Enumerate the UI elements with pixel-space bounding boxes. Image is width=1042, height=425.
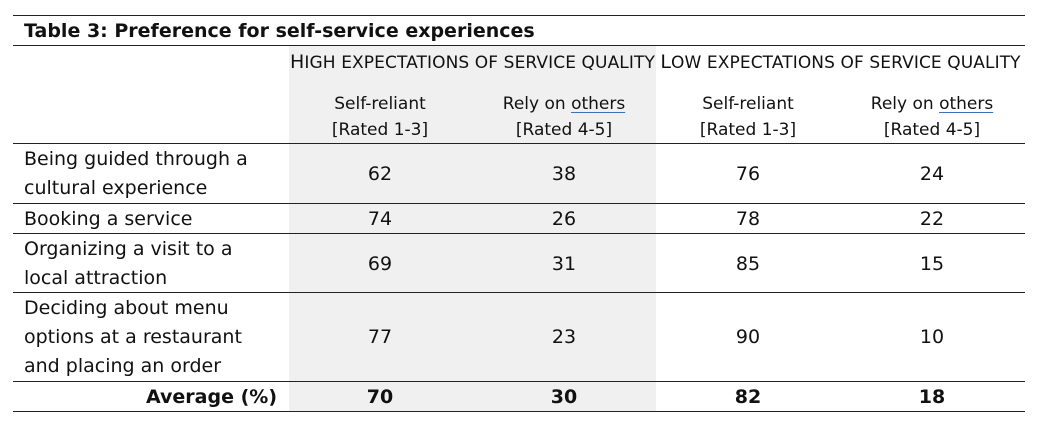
row-2-cell-1: 74	[367, 208, 393, 230]
row-2-cell-3: 78	[735, 208, 761, 230]
row-4-cell-2: 23	[551, 326, 577, 348]
row-1-cell-2: 38	[551, 163, 577, 185]
row-1-cell-1: 62	[367, 163, 393, 185]
subheader-line1: Self-reliant	[334, 94, 426, 114]
rule-row-3	[13, 292, 1025, 293]
rule-row-4	[13, 381, 1025, 382]
table-title: Table 3: Preference for self-service exp…	[24, 20, 535, 42]
group-header-high: HIGH EXPECTATIONS OF SERVICE QUALITY	[289, 48, 656, 78]
subheader-line2: [Rated 1-3]	[331, 120, 429, 140]
rule-row-2	[13, 233, 1025, 234]
rule-bottom	[13, 411, 1025, 412]
group-header-low-initial: L	[660, 51, 672, 73]
rule-title	[13, 45, 1025, 46]
row-4-cell-3: 90	[735, 326, 761, 348]
average-label: Average (%)	[146, 386, 277, 408]
average-cell-4: 18	[918, 386, 946, 408]
subheader-low-rely-on-others: Rely on others [Rated 4-5]	[842, 91, 1022, 143]
row-3-cell-4: 15	[919, 253, 945, 275]
row-2-cell-4: 22	[919, 208, 945, 230]
group-header-low: LOW EXPECTATIONS OF SERVICE QUALITY	[656, 48, 1025, 78]
high-expectations-shading	[289, 46, 656, 411]
row-label-booking-service: Booking a service	[24, 208, 193, 230]
subheader-line1-underlined: others	[939, 94, 994, 114]
row-3-cell-2: 31	[551, 253, 577, 275]
subheader-line2: [Rated 4-5]	[883, 120, 981, 140]
subheader-line2: [Rated 1-3]	[699, 120, 797, 140]
group-header-low-rest: OW EXPECTATIONS OF SERVICE QUALITY	[671, 53, 1021, 73]
group-header-high-rest: IGH EXPECTATIONS OF SERVICE QUALITY	[304, 53, 655, 73]
subheader-line1: Rely on others	[474, 91, 654, 117]
group-header-high-initial: H	[290, 51, 305, 73]
rule-top	[13, 15, 1025, 16]
subheader-line1: Rely on others	[842, 91, 1022, 117]
row-label-organizing-visit: Organizing a visit to a local attraction	[24, 238, 233, 289]
row-3-cell-1: 69	[367, 253, 393, 275]
row-label-guided-experience: Being guided through a cultural experien…	[24, 148, 248, 199]
subheader-line1-prefix: Rely on	[502, 94, 572, 114]
subheader-line1: Self-reliant	[702, 94, 794, 114]
average-cell-1: 70	[366, 386, 394, 408]
row-3-cell-3: 85	[735, 253, 761, 275]
subheader-high-rely-on-others: Rely on others [Rated 4-5]	[474, 91, 654, 143]
row-1-cell-3: 76	[735, 163, 761, 185]
rule-row-1	[13, 203, 1025, 204]
row-1-cell-4: 24	[919, 163, 945, 185]
subheader-line1-underlined: others	[571, 94, 626, 114]
average-cell-2: 30	[550, 386, 578, 408]
row-2-cell-2: 26	[551, 208, 577, 230]
subheader-low-self-reliant: Self-reliant [Rated 1-3]	[658, 91, 838, 143]
rule-header	[13, 143, 1025, 144]
subheader-line1-prefix: Rely on	[870, 94, 940, 114]
row-4-cell-4: 10	[919, 326, 945, 348]
subheader-line2: [Rated 4-5]	[515, 120, 613, 140]
subheader-high-self-reliant: Self-reliant [Rated 1-3]	[290, 91, 470, 143]
row-label-menu-options: Deciding about menu options at a restaur…	[24, 297, 242, 377]
row-4-cell-1: 77	[367, 326, 393, 348]
average-cell-3: 82	[734, 386, 762, 408]
